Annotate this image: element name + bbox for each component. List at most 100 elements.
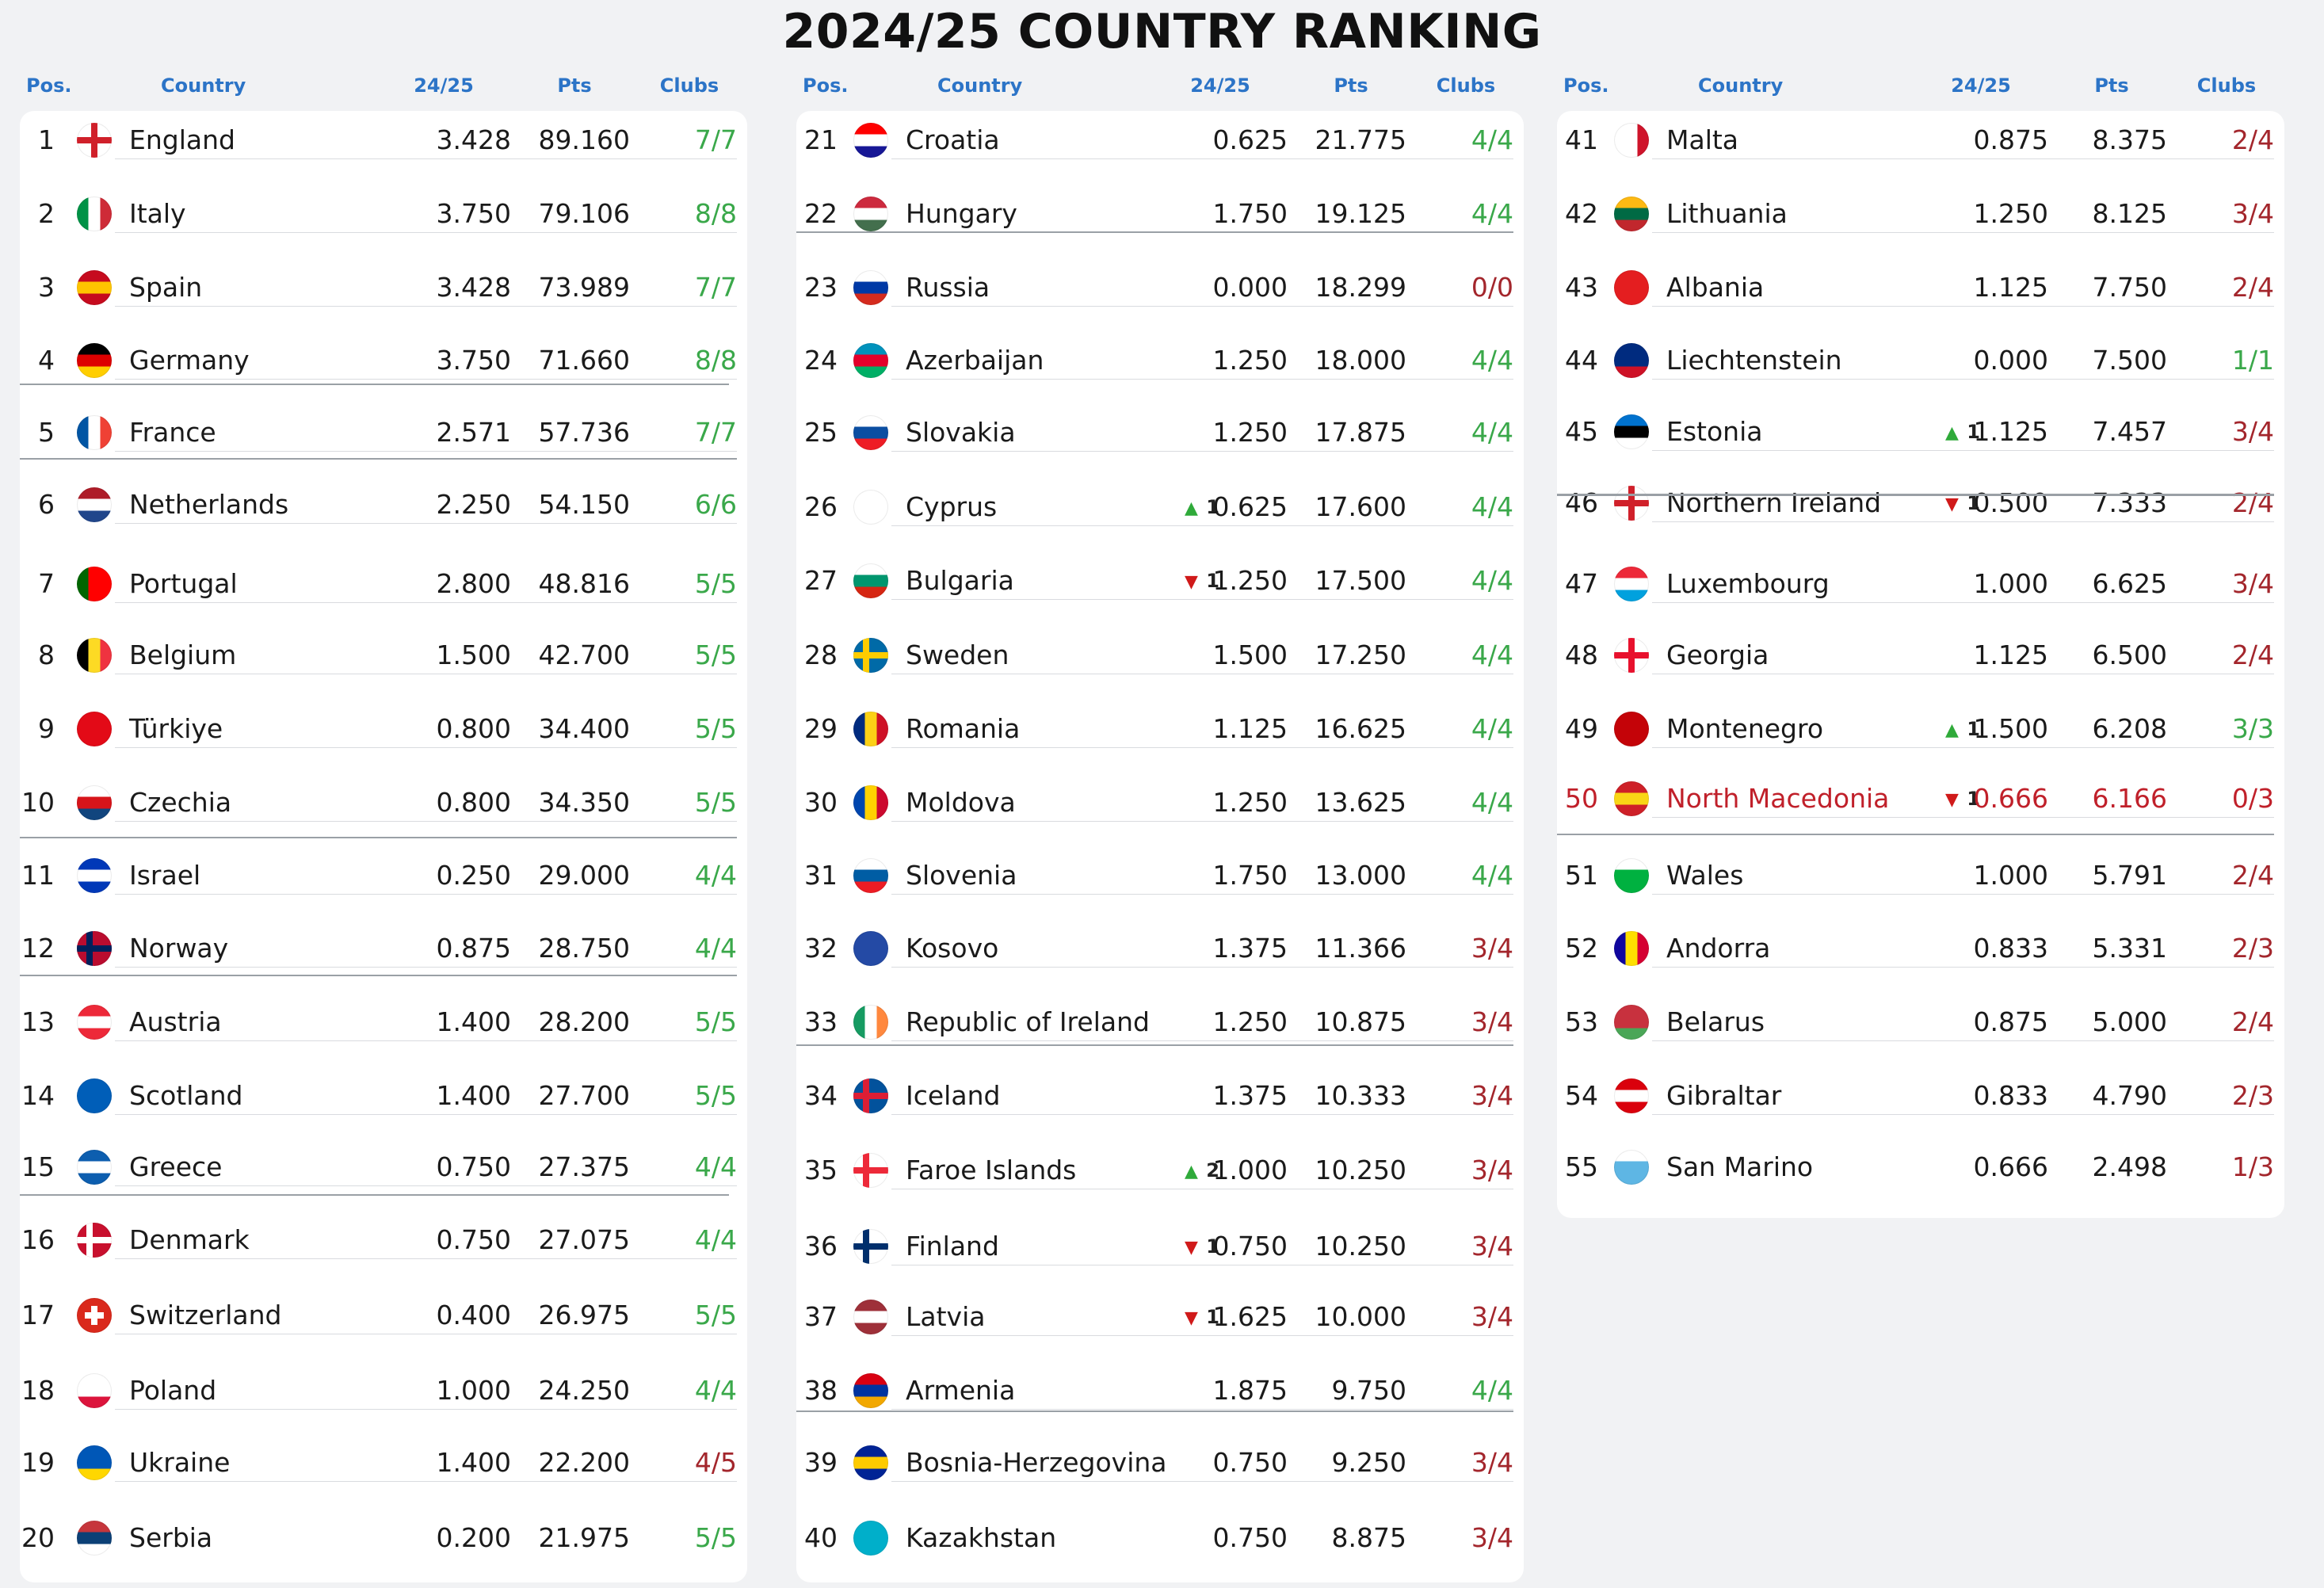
table-row[interactable]: 32 Kosovo 1.375 11.366 3/4 <box>796 931 1524 966</box>
country-name[interactable]: England <box>129 124 235 155</box>
table-row[interactable]: 4 Germany 3.750 71.660 8/8 <box>20 343 747 378</box>
table-row[interactable]: 49 Montenegro ▲ 1 1.500 6.208 3/3 <box>1557 712 2284 746</box>
table-row[interactable]: 42 Lithuania 1.250 8.125 3/4 <box>1557 197 2284 231</box>
table-row[interactable]: 14 Scotland 1.400 27.700 5/5 <box>20 1078 747 1113</box>
table-row[interactable]: 29 Romania 1.125 16.625 4/4 <box>796 712 1524 746</box>
country-name[interactable]: Kazakhstan <box>906 1522 1057 1553</box>
country-name[interactable]: Moldova <box>906 787 1016 818</box>
table-row[interactable]: 46 Northern Ireland ▼ 1 0.500 7.333 2/4 <box>1557 486 2284 521</box>
country-name[interactable]: Bulgaria <box>906 565 1014 596</box>
country-name[interactable]: Slovakia <box>906 417 1016 448</box>
country-name[interactable]: North Macedonia <box>1666 783 1890 814</box>
table-row[interactable]: 52 Andorra 0.833 5.331 2/3 <box>1557 931 2284 966</box>
table-row[interactable]: 22 Hungary 1.750 19.125 4/4 <box>796 197 1524 231</box>
country-name[interactable]: Belarus <box>1666 1006 1765 1037</box>
table-row[interactable]: 21 Croatia 0.625 21.775 4/4 <box>796 123 1524 158</box>
country-name[interactable]: San Marino <box>1666 1151 1814 1182</box>
table-row[interactable]: 1 England 3.428 89.160 7/7 <box>20 123 747 158</box>
header-pts[interactable]: Pts <box>557 74 592 97</box>
country-name[interactable]: Hungary <box>906 198 1017 229</box>
table-row[interactable]: 8 Belgium 1.500 42.700 5/5 <box>20 638 747 673</box>
country-name[interactable]: Israel <box>129 860 201 891</box>
country-name[interactable]: Portugal <box>129 568 238 599</box>
country-name[interactable]: Sweden <box>906 639 1009 670</box>
country-name[interactable]: Netherlands <box>129 489 289 520</box>
table-row[interactable]: 40 Kazakhstan 0.750 8.875 3/4 <box>796 1521 1524 1556</box>
header-clubs[interactable]: Clubs <box>1436 74 1496 97</box>
country-name[interactable]: Wales <box>1666 860 1744 891</box>
country-name[interactable]: Spain <box>129 272 203 303</box>
country-name[interactable]: Gibraltar <box>1666 1080 1782 1111</box>
country-name[interactable]: Northern Ireland <box>1666 487 1882 518</box>
table-row[interactable]: 23 Russia 0.000 18.299 0/0 <box>796 270 1524 305</box>
country-name[interactable]: Italy <box>129 198 186 229</box>
header-country[interactable]: Country <box>161 74 246 97</box>
header-season[interactable]: 24/25 <box>1190 74 1250 97</box>
country-name[interactable]: Andorra <box>1666 933 1771 964</box>
country-name[interactable]: Lithuania <box>1666 198 1788 229</box>
header-pts[interactable]: Pts <box>1334 74 1368 97</box>
country-name[interactable]: Republic of Ireland <box>906 1006 1150 1037</box>
table-row[interactable]: 10 Czechia 0.800 34.350 5/5 <box>20 785 747 820</box>
country-name[interactable]: Georgia <box>1666 639 1769 670</box>
country-name[interactable]: Latvia <box>906 1301 986 1332</box>
country-name[interactable]: Kosovo <box>906 933 999 964</box>
country-name[interactable]: Finland <box>906 1231 999 1262</box>
table-row[interactable]: 16 Denmark 0.750 27.075 4/4 <box>20 1223 747 1258</box>
table-row[interactable]: 54 Gibraltar 0.833 4.790 2/3 <box>1557 1078 2284 1113</box>
country-name[interactable]: Poland <box>129 1375 217 1406</box>
country-name[interactable]: Czechia <box>129 787 232 818</box>
table-row[interactable]: 45 Estonia ▲ 1 1.125 7.457 3/4 <box>1557 414 2284 449</box>
country-name[interactable]: Norway <box>129 933 229 964</box>
country-name[interactable]: Greece <box>129 1151 223 1182</box>
country-name[interactable]: Cyprus <box>906 491 998 522</box>
country-name[interactable]: Bosnia-Herzegovina <box>906 1447 1167 1478</box>
country-name[interactable]: Russia <box>906 272 990 303</box>
header-clubs[interactable]: Clubs <box>659 74 719 97</box>
table-row[interactable]: 51 Wales 1.000 5.791 2/4 <box>1557 858 2284 893</box>
table-row[interactable]: 9 Türkiye 0.800 34.400 5/5 <box>20 712 747 746</box>
table-row[interactable]: 38 Armenia 1.875 9.750 4/4 <box>796 1373 1524 1408</box>
table-row[interactable]: 19 Ukraine 1.400 22.200 4/5 <box>20 1445 747 1480</box>
table-row[interactable]: 37 Latvia ▼ 1 1.625 10.000 3/4 <box>796 1300 1524 1334</box>
table-row[interactable]: 17 Switzerland 0.400 26.975 5/5 <box>20 1298 747 1333</box>
header-clubs[interactable]: Clubs <box>2196 74 2257 97</box>
country-name[interactable]: Switzerland <box>129 1300 282 1330</box>
table-row[interactable]: 35 Faroe Islands ▲ 2 1.000 10.250 3/4 <box>796 1153 1524 1188</box>
table-row[interactable]: 50 North Macedonia ▼ 1 0.666 6.166 0/3 <box>1557 781 2284 816</box>
country-name[interactable]: Belgium <box>129 639 237 670</box>
country-name[interactable]: Luxembourg <box>1666 568 1830 599</box>
header-pts[interactable]: Pts <box>2094 74 2129 97</box>
header-pos[interactable]: Pos. <box>803 74 849 97</box>
header-season[interactable]: 24/25 <box>414 74 474 97</box>
header-country[interactable]: Country <box>1698 74 1784 97</box>
table-row[interactable]: 6 Netherlands 2.250 54.150 6/6 <box>20 487 747 522</box>
table-row[interactable]: 39 Bosnia-Herzegovina 0.750 9.250 3/4 <box>796 1445 1524 1480</box>
country-name[interactable]: Serbia <box>129 1522 213 1553</box>
table-row[interactable]: 18 Poland 1.000 24.250 4/4 <box>20 1373 747 1408</box>
country-name[interactable]: Türkiye <box>129 713 223 744</box>
country-name[interactable]: Liechtenstein <box>1666 345 1842 376</box>
table-row[interactable]: 15 Greece 0.750 27.375 4/4 <box>20 1150 747 1185</box>
country-name[interactable]: Scotland <box>129 1080 243 1111</box>
table-row[interactable]: 12 Norway 0.875 28.750 4/4 <box>20 931 747 966</box>
table-row[interactable]: 24 Azerbaijan 1.250 18.000 4/4 <box>796 343 1524 378</box>
header-season[interactable]: 24/25 <box>1951 74 2011 97</box>
table-row[interactable]: 13 Austria 1.400 28.200 5/5 <box>20 1005 747 1040</box>
country-name[interactable]: Germany <box>129 345 250 376</box>
table-row[interactable]: 47 Luxembourg 1.000 6.625 3/4 <box>1557 567 2284 601</box>
table-row[interactable]: 41 Malta 0.875 8.375 2/4 <box>1557 123 2284 158</box>
country-name[interactable]: Montenegro <box>1666 713 1824 744</box>
table-row[interactable]: 11 Israel 0.250 29.000 4/4 <box>20 858 747 893</box>
table-row[interactable]: 33 Republic of Ireland 1.250 10.875 3/4 <box>796 1005 1524 1040</box>
country-name[interactable]: Denmark <box>129 1224 250 1255</box>
table-row[interactable]: 7 Portugal 2.800 48.816 5/5 <box>20 567 747 601</box>
header-pos[interactable]: Pos. <box>26 74 72 97</box>
table-row[interactable]: 2 Italy 3.750 79.106 8/8 <box>20 197 747 231</box>
table-row[interactable]: 55 San Marino 0.666 2.498 1/3 <box>1557 1150 2284 1185</box>
header-country[interactable]: Country <box>937 74 1023 97</box>
country-name[interactable]: Slovenia <box>906 860 1017 891</box>
table-row[interactable]: 25 Slovakia 1.250 17.875 4/4 <box>796 415 1524 450</box>
table-row[interactable]: 28 Sweden 1.500 17.250 4/4 <box>796 638 1524 673</box>
country-name[interactable]: Ukraine <box>129 1447 231 1478</box>
